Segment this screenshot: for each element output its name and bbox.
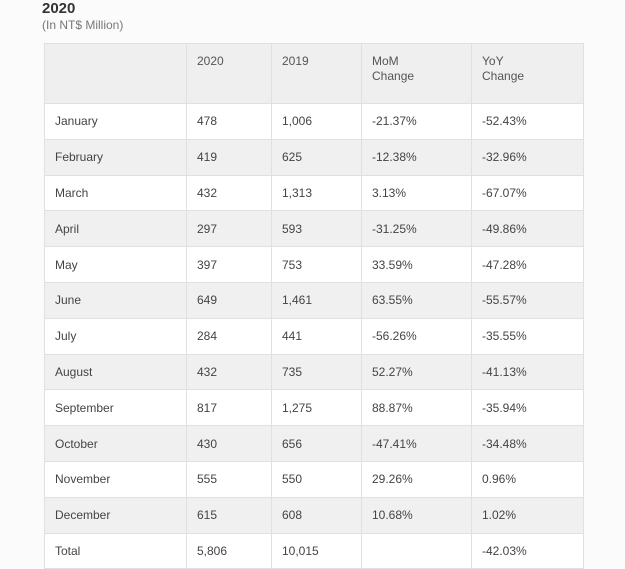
table-row: August 432 735 52.27% -41.13% (44, 353, 584, 391)
cell-month: January (44, 103, 187, 140)
cell-2020: 649 (186, 281, 272, 319)
cell-mom-change: -12.38% (361, 138, 472, 176)
cell-2020: 419 (186, 138, 272, 176)
cell-month: April (44, 210, 187, 248)
header-2019: 2019 (271, 43, 362, 104)
cell-yoy-change: -34.48% (471, 425, 584, 462)
header-yoy-line2: Change (482, 69, 525, 83)
table-row: July 284 441 -56.26% -35.55% (44, 317, 584, 355)
cell-yoy-change: -47.28% (471, 246, 584, 283)
cell-2019: 753 (271, 246, 362, 283)
table-row: March 432 1,313 3.13% -67.07% (44, 174, 584, 212)
cell-mom-change: 33.59% (361, 246, 472, 283)
cell-mom-change: -31.25% (361, 210, 472, 248)
cell-mom-change: 52.27% (361, 353, 472, 391)
cell-yoy-change: -52.43% (471, 103, 584, 140)
cell-2019: 1,006 (271, 103, 362, 140)
header-yoy-line1: YoY (482, 54, 504, 68)
cell-2020: 397 (186, 246, 272, 283)
table-row: January 478 1,006 -21.37% -52.43% (44, 103, 584, 140)
table-row: October 430 656 -47.41% -34.48% (44, 425, 584, 462)
cell-2019: 625 (271, 138, 362, 176)
cell-2019: 550 (271, 460, 362, 498)
cell-month: September (44, 389, 187, 427)
cell-yoy-change: -67.07% (471, 174, 584, 212)
cell-month: August (44, 353, 187, 391)
cell-2020: 430 (186, 425, 272, 462)
cell-month: March (44, 174, 187, 212)
cell-mom-change: 3.13% (361, 174, 472, 212)
cell-yoy-change: -35.55% (471, 317, 584, 355)
cell-mom-change: -47.41% (361, 425, 472, 462)
cell-month: Total (44, 532, 187, 569)
cell-2020: 555 (186, 460, 272, 498)
header-yoy-change: YoY Change (471, 43, 584, 104)
page-subtitle: (In NT$ Million) (42, 18, 124, 32)
cell-2019: 593 (271, 210, 362, 248)
cell-mom-change: -56.26% (361, 317, 472, 355)
monthly-revenue-table: 2020 2019 MoM Change YoY Change January 4… (44, 43, 584, 569)
cell-2019: 656 (271, 425, 362, 462)
cell-mom-change: 63.55% (361, 281, 472, 319)
cell-yoy-change: -55.57% (471, 281, 584, 319)
table-header: 2020 2019 MoM Change YoY Change (44, 43, 584, 104)
cell-month: October (44, 425, 187, 462)
cell-mom-change: 88.87% (361, 389, 472, 427)
table-row: February 419 625 -12.38% -32.96% (44, 138, 584, 176)
cell-2020: 432 (186, 353, 272, 391)
cell-yoy-change: -35.94% (471, 389, 584, 427)
cell-2020: 817 (186, 389, 272, 427)
cell-yoy-change: 1.02% (471, 496, 584, 534)
table-row: December 615 608 10.68% 1.02% (44, 496, 584, 534)
table-body: January 478 1,006 -21.37% -52.43% February 419… (44, 103, 584, 569)
header-mom-line1: MoM (372, 54, 399, 68)
cell-2019: 1,461 (271, 281, 362, 319)
cell-yoy-change: -32.96% (471, 138, 584, 176)
cell-2019: 735 (271, 353, 362, 391)
table-row: June 649 1,461 63.55% -55.57% (44, 281, 584, 319)
cell-2020: 284 (186, 317, 272, 355)
table-row: April 297 593 -31.25% -49.86% (44, 210, 584, 248)
header-month (44, 43, 187, 104)
table-header-row: 2020 2019 MoM Change YoY Change (44, 43, 584, 104)
cell-month: June (44, 281, 187, 319)
table-row: May 397 753 33.59% -47.28% (44, 246, 584, 283)
cell-2019: 441 (271, 317, 362, 355)
table-row: November 555 550 29.26% 0.96% (44, 460, 584, 498)
cell-mom-change (361, 532, 472, 569)
cell-month: December (44, 496, 187, 534)
cell-2020: 615 (186, 496, 272, 534)
cell-2020: 432 (186, 174, 272, 212)
cell-mom-change: -21.37% (361, 103, 472, 140)
cell-2019: 1,313 (271, 174, 362, 212)
cell-month: February (44, 138, 187, 176)
cell-2019: 608 (271, 496, 362, 534)
cell-month: May (44, 246, 187, 283)
cell-yoy-change: -41.13% (471, 353, 584, 391)
cell-2019: 1,275 (271, 389, 362, 427)
cell-yoy-change: -42.03% (471, 532, 584, 569)
page-title: 2020 (42, 0, 76, 17)
cell-yoy-change: 0.96% (471, 460, 584, 498)
cell-mom-change: 10.68% (361, 496, 472, 534)
cell-month: November (44, 460, 187, 498)
table-row: September 817 1,275 88.87% -35.94% (44, 389, 584, 427)
cell-month: July (44, 317, 187, 355)
header-mom-change: MoM Change (361, 43, 472, 104)
cell-mom-change: 29.26% (361, 460, 472, 498)
table-row-total: Total 5,806 10,015 -42.03% (44, 532, 584, 569)
header-mom-line2: Change (372, 69, 415, 83)
cell-2020: 297 (186, 210, 272, 248)
cell-2020: 5,806 (186, 532, 272, 569)
cell-2020: 478 (186, 103, 272, 140)
header-2020: 2020 (186, 43, 272, 104)
cell-2019: 10,015 (271, 532, 362, 569)
cell-yoy-change: -49.86% (471, 210, 584, 248)
